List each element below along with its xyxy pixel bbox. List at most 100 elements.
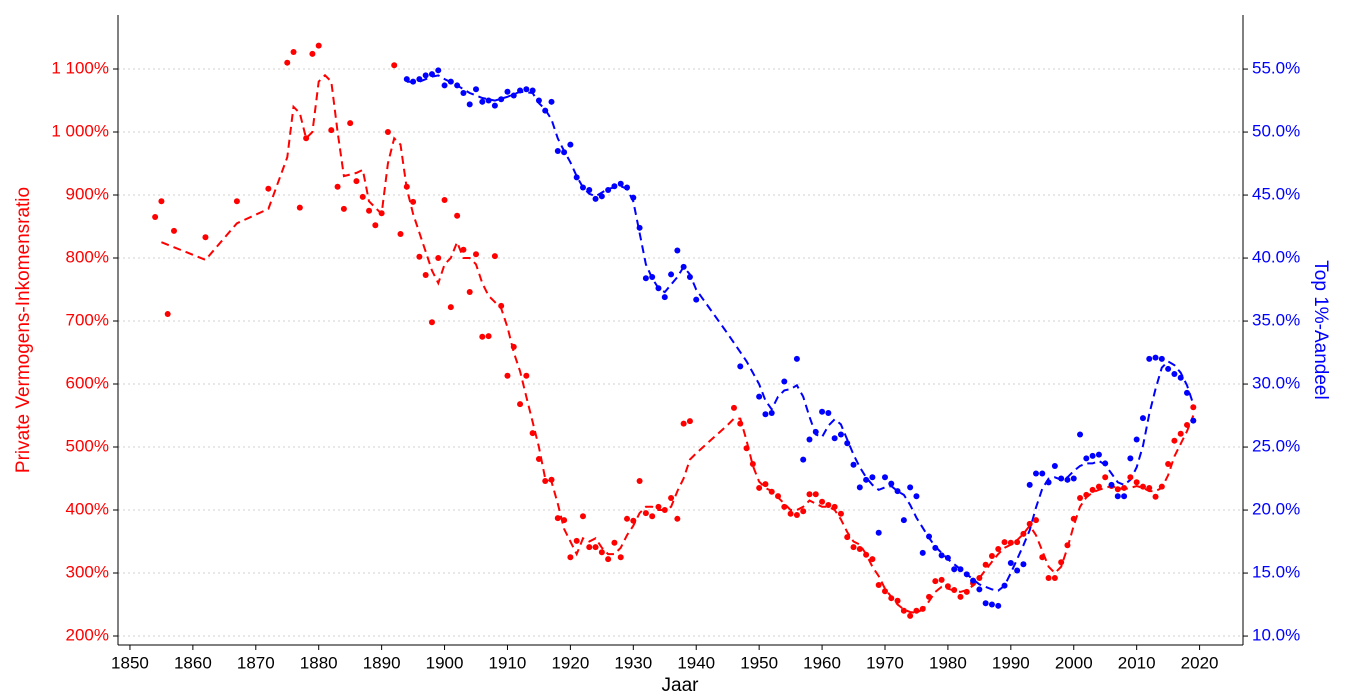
data-point xyxy=(762,411,769,418)
data-point xyxy=(1045,479,1052,486)
data-point xyxy=(561,149,568,156)
y-tick-label: 600% xyxy=(66,373,109,392)
data-point xyxy=(907,484,914,491)
y-tick-label: 900% xyxy=(66,184,109,203)
data-point xyxy=(674,247,681,254)
data-point xyxy=(510,343,517,350)
data-point xyxy=(617,554,624,561)
data-point xyxy=(554,147,561,154)
data-point xyxy=(422,272,429,279)
data-point xyxy=(334,183,341,190)
y2-axis-label: Top 1%-Aandeel xyxy=(1310,260,1331,399)
data-point xyxy=(730,404,737,411)
y2-tick-label: 15.0% xyxy=(1252,563,1300,582)
data-point xyxy=(919,549,926,556)
data-point xyxy=(1139,483,1146,490)
data-point xyxy=(1051,575,1058,582)
data-point xyxy=(1171,437,1178,444)
data-point xyxy=(485,333,492,340)
data-point xyxy=(781,378,788,385)
data-point xyxy=(1146,484,1153,491)
data-point xyxy=(661,506,668,513)
data-point xyxy=(1152,493,1159,500)
y2-tick-label: 30.0% xyxy=(1252,374,1300,393)
data-point xyxy=(963,588,970,595)
data-point xyxy=(290,48,297,55)
y-tick-label: 1 100% xyxy=(51,58,109,77)
data-point xyxy=(309,50,316,57)
data-point xyxy=(944,583,951,590)
data-point xyxy=(668,495,675,502)
data-point xyxy=(1045,575,1052,582)
data-point xyxy=(737,420,744,427)
data-point xyxy=(1083,491,1090,498)
y2-tick-label: 25.0% xyxy=(1252,437,1300,456)
data-point xyxy=(328,127,335,134)
data-point xyxy=(265,185,272,192)
data-point xyxy=(473,86,480,93)
data-point xyxy=(976,575,983,582)
data-point xyxy=(403,76,410,83)
data-point xyxy=(428,71,435,78)
data-point xyxy=(378,210,385,217)
data-point xyxy=(1064,476,1071,483)
data-point xyxy=(636,478,643,485)
data-point xyxy=(554,515,561,522)
data-point xyxy=(573,537,580,544)
data-point xyxy=(837,510,844,517)
data-point xyxy=(542,478,549,485)
data-point xyxy=(592,195,599,202)
data-point xyxy=(636,224,643,231)
data-point xyxy=(875,529,882,536)
data-point xyxy=(605,556,612,563)
data-point xyxy=(881,474,888,481)
data-point xyxy=(491,102,498,109)
x-tick-label: 1960 xyxy=(803,653,841,672)
data-point xyxy=(988,552,995,559)
data-point xyxy=(655,503,662,510)
data-point xyxy=(686,418,693,425)
data-point xyxy=(517,401,524,408)
data-point xyxy=(1171,370,1178,377)
data-point xyxy=(1127,455,1134,462)
data-point xyxy=(850,544,857,551)
data-point xyxy=(1070,475,1077,482)
data-point xyxy=(1032,470,1039,477)
data-point xyxy=(1158,355,1165,362)
data-point xyxy=(1077,495,1084,502)
data-point xyxy=(1190,404,1197,411)
data-point xyxy=(479,98,486,105)
data-point xyxy=(844,440,851,447)
data-point xyxy=(479,333,486,340)
data-point xyxy=(831,435,838,442)
trend-line xyxy=(161,73,1195,614)
data-point xyxy=(963,571,970,578)
data-point xyxy=(837,431,844,438)
x-tick-label: 1850 xyxy=(111,653,149,672)
data-point xyxy=(756,484,763,491)
data-point xyxy=(586,544,593,551)
data-point xyxy=(624,515,631,522)
data-point xyxy=(749,461,756,468)
x-tick-label: 1900 xyxy=(426,653,464,672)
data-point xyxy=(1121,484,1128,491)
data-point xyxy=(1020,530,1027,537)
data-point xyxy=(668,271,675,278)
data-point xyxy=(1007,559,1014,566)
data-point xyxy=(1177,430,1184,437)
data-point xyxy=(611,539,618,546)
data-point xyxy=(164,311,171,318)
data-point xyxy=(806,436,813,443)
x-tick-label: 2020 xyxy=(1181,653,1219,672)
data-point xyxy=(529,87,536,94)
y-tick-label: 400% xyxy=(66,499,109,518)
data-point xyxy=(756,393,763,400)
data-point xyxy=(473,251,480,258)
x-tick-label: 1930 xyxy=(614,653,652,672)
x-tick-label: 1880 xyxy=(300,653,338,672)
data-point xyxy=(592,544,599,551)
data-point xyxy=(649,273,656,280)
data-point xyxy=(152,214,159,221)
